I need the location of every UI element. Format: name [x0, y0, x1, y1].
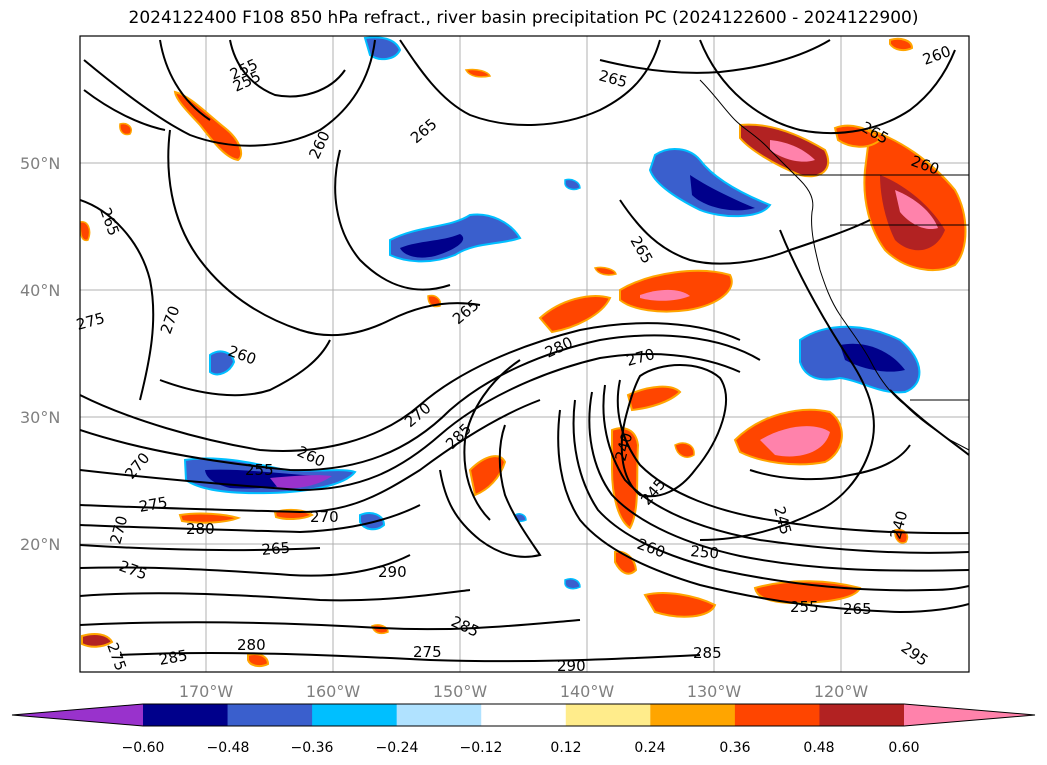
colorbar-tick-label: −0.12: [460, 740, 503, 756]
lon-label-160w: 160°W: [306, 682, 361, 701]
contour-label: 290: [378, 563, 407, 581]
colorbar-extend-low: [12, 704, 143, 726]
contour-label: 285: [158, 646, 189, 669]
colorbar-tick-label: −0.48: [207, 740, 250, 756]
lon-label-140w: 140°W: [560, 682, 615, 701]
contour-label: 250: [690, 542, 720, 562]
colorbar-segment: [143, 704, 229, 726]
contour-label: 285: [693, 644, 722, 662]
colorbar-tick-label: −0.60: [122, 740, 165, 756]
contour-label: 275: [138, 493, 169, 516]
contour-label: 265: [261, 539, 291, 559]
page-title: 2024122400 F108 850 hPa refract., river …: [128, 8, 919, 28]
colorbar: [11, 703, 1036, 727]
lon-label-120w: 120°W: [814, 682, 869, 701]
colorbar-segment: [481, 704, 567, 726]
contour-label: 275: [413, 643, 442, 661]
colorbar-segment: [734, 704, 820, 726]
lat-label-20n: 20°N: [20, 535, 60, 554]
colorbar-tick-label: 0.24: [634, 740, 665, 756]
contour-label: 280: [237, 636, 266, 654]
lon-label-170w: 170°W: [179, 682, 234, 701]
colorbar-tick-label: −0.24: [376, 740, 419, 756]
negative-precip-anomalies: [183, 36, 921, 590]
contour-label: 255: [790, 598, 819, 616]
coastlines: [699, 79, 969, 451]
map-plot-area: [80, 36, 969, 672]
map-frame: [79, 35, 970, 673]
colorbar-tick-label: −0.36: [291, 740, 334, 756]
colorbar-segment: [565, 704, 651, 726]
colorbar-tick-label: 0.36: [719, 740, 750, 756]
longitude-labels: 170°W 160°W 150°W 140°W 130°W 120°W: [179, 682, 869, 701]
colorbar-extend-high: [904, 704, 1035, 726]
contour-label: 265: [843, 600, 872, 618]
colorbar-segment: [227, 704, 313, 726]
positive-precip-anomalies: [80, 37, 967, 668]
colorbar-tick-label: 0.12: [550, 740, 581, 756]
colorbar-segment: [396, 704, 482, 726]
refractivity-contours: [80, 39, 969, 663]
colorbar-tick-label: 0.48: [803, 740, 834, 756]
colorbar-tick-label: 0.60: [888, 740, 919, 756]
colorbar-segment: [312, 704, 398, 726]
lat-label-50n: 50°N: [20, 154, 60, 173]
contour-label: 255: [245, 461, 274, 479]
colorbar-tick-labels: −0.60 −0.48 −0.36 −0.24 −0.12 0.12 0.24 …: [122, 740, 920, 756]
lon-label-150w: 150°W: [433, 682, 488, 701]
contour-label: 270: [310, 508, 339, 526]
latitude-labels: 50°N 40°N 30°N 20°N: [20, 154, 60, 554]
lat-label-40n: 40°N: [20, 281, 60, 300]
colorbar-segment: [819, 704, 905, 726]
lat-label-30n: 30°N: [20, 408, 60, 427]
colorbar-segment: [650, 704, 736, 726]
contour-label: 290: [557, 657, 586, 675]
lon-label-130w: 130°W: [687, 682, 742, 701]
contour-label: 280: [186, 520, 215, 538]
colorbar-outline: [11, 703, 1036, 727]
